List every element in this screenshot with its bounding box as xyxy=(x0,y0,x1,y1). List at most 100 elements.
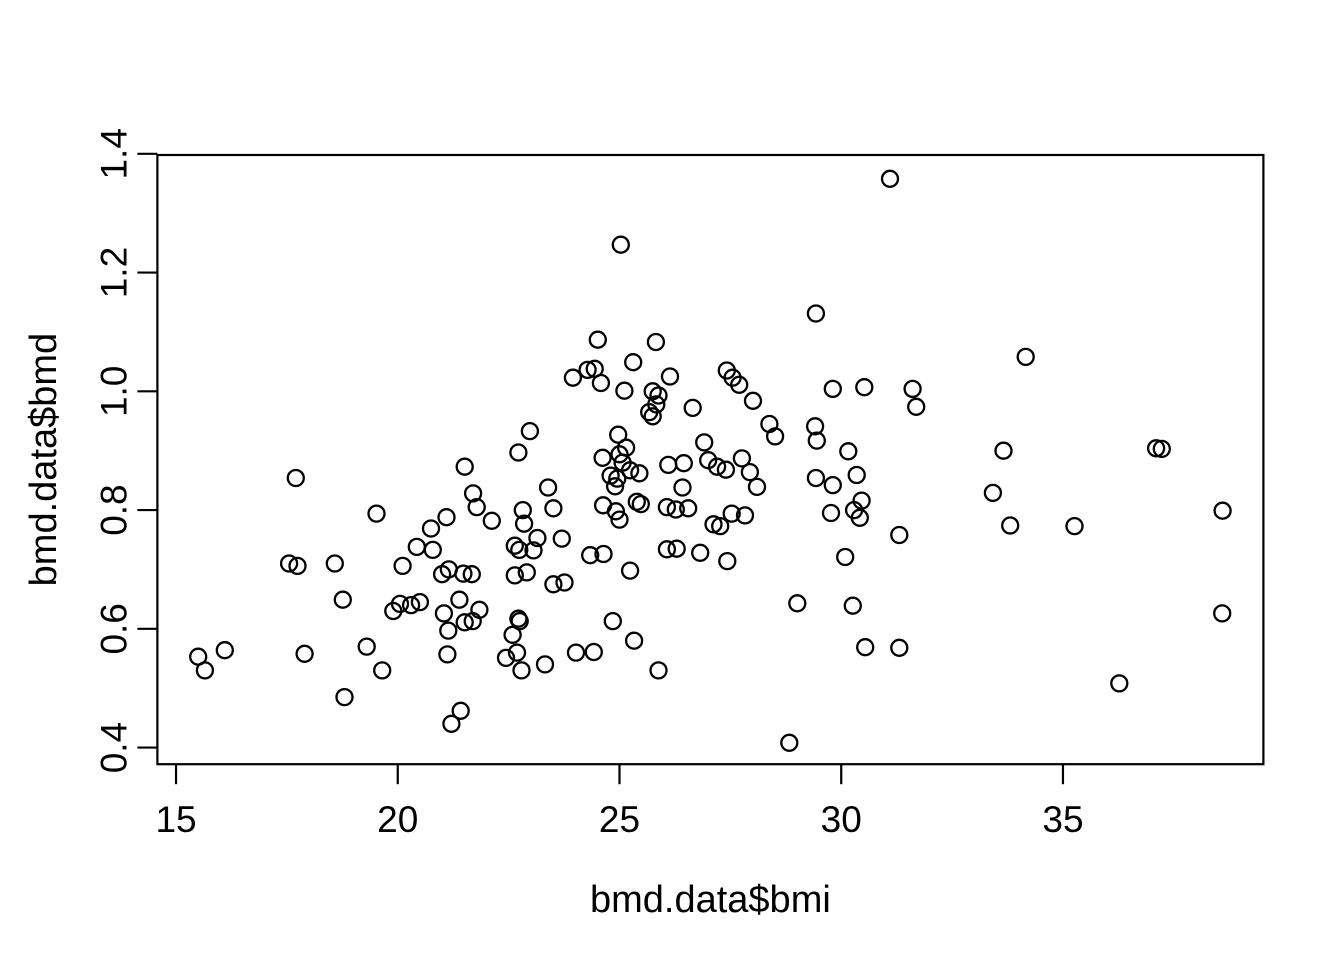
data-point xyxy=(442,714,461,733)
y-tick-label: 1.4 xyxy=(93,128,134,179)
data-point xyxy=(836,547,855,567)
data-point xyxy=(673,478,692,497)
data-point xyxy=(566,643,586,662)
data-point xyxy=(512,661,531,680)
data-point xyxy=(325,554,344,573)
data-point xyxy=(544,499,563,518)
data-point xyxy=(695,433,714,452)
data-point xyxy=(722,504,741,523)
data-point xyxy=(847,465,866,485)
data-point xyxy=(507,643,527,662)
data-point xyxy=(666,500,685,519)
data-point xyxy=(890,525,909,545)
data-point xyxy=(711,516,730,536)
data-point xyxy=(716,460,736,479)
data-point xyxy=(806,468,826,488)
data-point xyxy=(732,449,752,468)
data-point xyxy=(903,379,922,399)
data-point xyxy=(850,508,869,527)
data-point xyxy=(513,500,532,520)
data-point xyxy=(593,448,612,467)
data-point xyxy=(563,368,583,387)
x-tick-label: 25 xyxy=(599,799,640,840)
x-tick-label: 15 xyxy=(155,799,196,840)
data-point xyxy=(524,541,543,560)
data-point xyxy=(390,594,410,614)
data-point xyxy=(880,169,900,188)
data-point xyxy=(647,395,666,414)
data-point xyxy=(588,330,607,349)
data-point xyxy=(646,332,666,352)
data-point xyxy=(683,398,702,418)
data-point xyxy=(1213,604,1232,623)
data-point xyxy=(357,637,376,656)
data-point xyxy=(520,421,540,441)
data-point xyxy=(455,613,474,632)
y-tick-label: 0.6 xyxy=(93,603,134,654)
data-point xyxy=(1152,439,1171,459)
data-point xyxy=(994,441,1013,460)
data-point xyxy=(295,644,314,663)
data-point xyxy=(823,475,842,495)
data-point xyxy=(470,600,489,619)
data-point xyxy=(195,661,215,680)
data-point xyxy=(393,556,412,576)
data-point xyxy=(643,407,662,426)
data-point xyxy=(496,648,516,668)
data-point xyxy=(1213,501,1232,520)
data-point xyxy=(510,540,529,560)
data-point xyxy=(657,540,677,559)
data-point xyxy=(584,642,603,662)
data-point xyxy=(821,503,841,523)
data-point xyxy=(624,353,643,372)
data-point xyxy=(620,461,640,480)
data-point xyxy=(843,596,862,615)
data-point xyxy=(505,536,524,555)
data-point xyxy=(823,379,842,399)
y-axis-ticks: 0.4 0.6 0.8 1.0 1.2 1.4 xyxy=(93,128,158,773)
data-point xyxy=(718,551,737,571)
plot-box xyxy=(156,153,1265,766)
data-point xyxy=(434,604,454,623)
data-point xyxy=(747,477,767,497)
data-point xyxy=(788,594,807,613)
data-point xyxy=(505,566,524,585)
data-point xyxy=(467,497,486,517)
data-point xyxy=(215,641,234,660)
data-point xyxy=(740,462,760,482)
data-point xyxy=(463,484,483,503)
y-tick-label: 1.2 xyxy=(93,247,134,298)
x-axis-ticks: 15 20 25 30 35 xyxy=(155,764,1084,840)
data-point xyxy=(890,638,909,657)
data-point xyxy=(624,631,644,650)
data-point xyxy=(603,611,622,631)
data-point xyxy=(1065,516,1084,536)
data-point xyxy=(509,443,528,462)
data-point xyxy=(401,595,421,615)
data-point xyxy=(983,483,1003,503)
data-point xyxy=(373,661,392,680)
data-point xyxy=(679,499,698,518)
data-point xyxy=(288,556,307,576)
x-axis-title: bmd.data$bmi xyxy=(590,879,831,921)
data-point xyxy=(611,235,630,254)
data-point xyxy=(454,564,473,583)
data-point xyxy=(765,427,785,446)
data-point xyxy=(743,391,763,410)
data-point xyxy=(450,590,469,609)
data-point xyxy=(410,592,430,612)
data-point xyxy=(367,504,386,523)
data-points xyxy=(189,169,1232,752)
data-point xyxy=(852,491,871,510)
data-point xyxy=(286,468,305,488)
data-point xyxy=(510,611,529,631)
data-point xyxy=(610,510,629,529)
data-point xyxy=(807,431,826,450)
data-point xyxy=(1146,439,1166,458)
data-point xyxy=(1001,516,1020,535)
data-point xyxy=(649,661,668,680)
data-point xyxy=(555,573,574,592)
data-point xyxy=(451,701,470,720)
